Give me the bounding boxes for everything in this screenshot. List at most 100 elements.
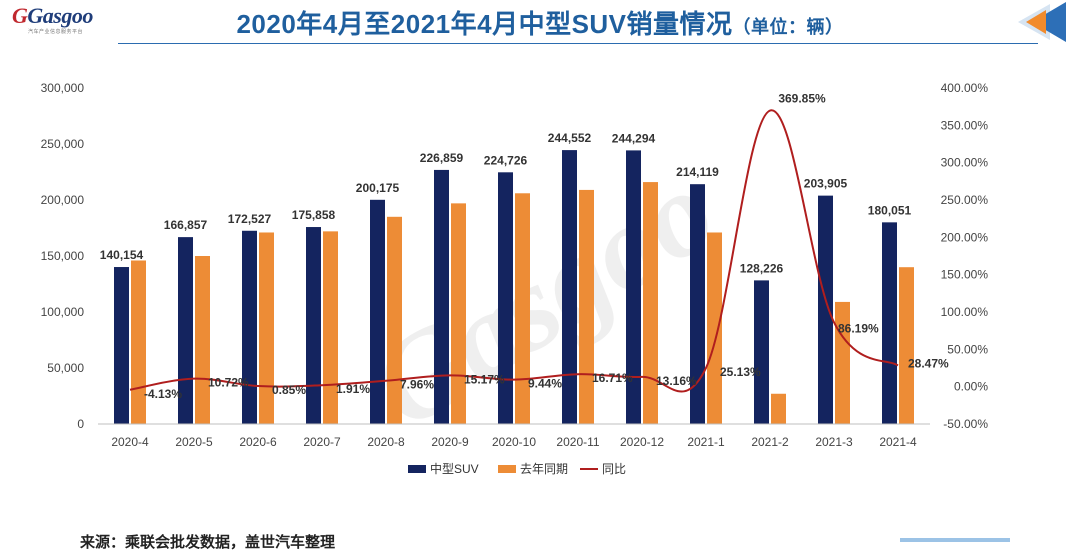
yoy-value-label: 7.96% (400, 378, 434, 392)
plot-area (114, 109, 914, 425)
bar-current (498, 172, 513, 424)
x-tick-label: 2021-4 (879, 435, 917, 449)
x-tick-label: 2020-7 (303, 435, 341, 449)
y2-tick-label: 400.00% (941, 81, 989, 95)
yoy-value-label: 10.72% (208, 376, 249, 390)
page-title: 2020年4月至2021年4月中型SUV销量情况（单位：辆） (0, 4, 1080, 41)
yoy-value-label: 25.13% (720, 365, 761, 379)
y-tick-label: 250,000 (41, 137, 85, 151)
y2-tick-label: 350.00% (941, 118, 989, 132)
svg-text:Gasgoo: Gasgoo (350, 143, 737, 454)
bar-last-year (835, 301, 850, 424)
x-tick-label: 2020-11 (556, 435, 599, 449)
bar-value-label: 172,527 (228, 212, 272, 226)
bar-last-year (387, 216, 402, 424)
legend-label-current: 中型SUV (430, 461, 479, 476)
x-tick-label: 2020-4 (111, 435, 149, 449)
logo-text: Gasgoo (27, 3, 93, 28)
back-arrow-icon[interactable] (1010, 2, 1070, 42)
title-divider (118, 43, 1038, 44)
bar-last-year (259, 232, 274, 424)
logo-wordmark: GGasgoo (12, 3, 93, 28)
bar-value-label: 244,294 (612, 131, 656, 145)
bar-last-year (323, 231, 338, 424)
x-tick-label: 2020-6 (239, 435, 277, 449)
chart-legend: 中型SUV 去年同期 同比 (408, 461, 626, 476)
y2-tick-label: 150.00% (941, 268, 989, 282)
bar-value-label: 166,857 (164, 218, 208, 232)
bar-value-label: 203,905 (804, 177, 848, 191)
x-tick-label: 2020-10 (492, 435, 536, 449)
bar-current (370, 199, 385, 424)
bar-current (306, 227, 321, 424)
bar-value-label: 200,175 (356, 181, 400, 195)
bar-current (882, 222, 897, 424)
bar-current (178, 237, 193, 424)
bar-current (242, 230, 257, 424)
y2-tick-label: 250.00% (941, 193, 989, 207)
bar-current (434, 169, 449, 424)
footer-accent (900, 538, 1010, 542)
y-tick-label: 300,000 (41, 81, 85, 95)
y2-tick-label: 200.00% (941, 230, 989, 244)
bar-current (114, 267, 129, 424)
bar-last-year (131, 260, 146, 424)
bar-last-year (707, 232, 722, 424)
watermark: Gasgoo (350, 143, 737, 454)
y2-tick-label: 0.00% (954, 380, 988, 394)
x-tick-label: 2021-3 (815, 435, 853, 449)
y2-tick-label: 300.00% (941, 156, 989, 170)
legend-label-yoy: 同比 (602, 462, 626, 476)
x-tick-label: 2021-1 (687, 435, 725, 449)
bar-value-label: 244,552 (548, 131, 592, 145)
y2-tick-label: -50.00% (943, 417, 988, 431)
y-tick-label: 0 (77, 417, 84, 431)
bar-value-label: 175,858 (292, 208, 336, 222)
yoy-line (129, 109, 899, 393)
legend-swatch-last-year (498, 465, 516, 473)
legend-swatch-current (408, 465, 426, 473)
y-tick-label: 200,000 (41, 193, 85, 207)
bar-value-label: 214,119 (676, 165, 719, 179)
bar-current (754, 280, 769, 424)
y-tick-label: 150,000 (41, 249, 85, 263)
x-tick-label: 2020-5 (175, 435, 213, 449)
bar-last-year (515, 193, 530, 424)
logo-tagline: 汽车产业信息服务平台 (28, 29, 84, 35)
yoy-value-label: 13.16% (656, 374, 697, 388)
y2-tick-label: 100.00% (941, 305, 989, 319)
axes: 0 50,000 100,000 150,000 200,000 250,000 300,0… (41, 81, 989, 449)
bar-value-label: 140,154 (100, 248, 144, 262)
yoy-value-label: 1.91% (336, 382, 370, 396)
yoy-value-label: 15.17% (464, 372, 505, 386)
title-text: 2020年4月至2021年4月中型SUV销量情况 (236, 9, 733, 39)
x-tick-label: 2020-8 (367, 435, 405, 449)
x-tick-label: 2020-12 (620, 435, 664, 449)
bar-value-label: 226,859 (420, 151, 464, 165)
bar-last-year (899, 267, 914, 424)
bar-last-year (579, 189, 594, 424)
bar-current (690, 184, 705, 424)
yoy-value-label: 369.85% (778, 92, 826, 106)
bar-value-label: 128,226 (740, 261, 784, 275)
y-tick-label: 100,000 (41, 305, 85, 319)
yoy-value-label: 86.19% (838, 321, 879, 335)
y2-tick-label: 50.00% (947, 342, 988, 356)
bar-current (626, 150, 641, 424)
bar-last-year (195, 256, 210, 424)
y-tick-label: 50,000 (47, 361, 84, 375)
gasgoo-logo: GGasgoo 汽车产业信息服务平台 (12, 4, 112, 44)
yoy-value-label: 9.44% (528, 377, 562, 391)
bar-current (818, 195, 833, 424)
bar-last-year (771, 393, 786, 424)
title-unit: （单位：辆） (732, 17, 844, 37)
bar-current (562, 150, 577, 425)
data-labels: 140,154 166,857 172,527 175,858 200,175 226,8… (100, 92, 949, 401)
x-tick-label: 2020-9 (431, 435, 469, 449)
legend-label-last-year: 去年同期 (520, 462, 568, 476)
bar-value-label: 180,051 (868, 203, 912, 217)
yoy-value-label: 28.47% (908, 356, 949, 370)
yoy-value-label: 0.85% (272, 383, 306, 397)
yoy-value-label: -4.13% (144, 387, 182, 401)
